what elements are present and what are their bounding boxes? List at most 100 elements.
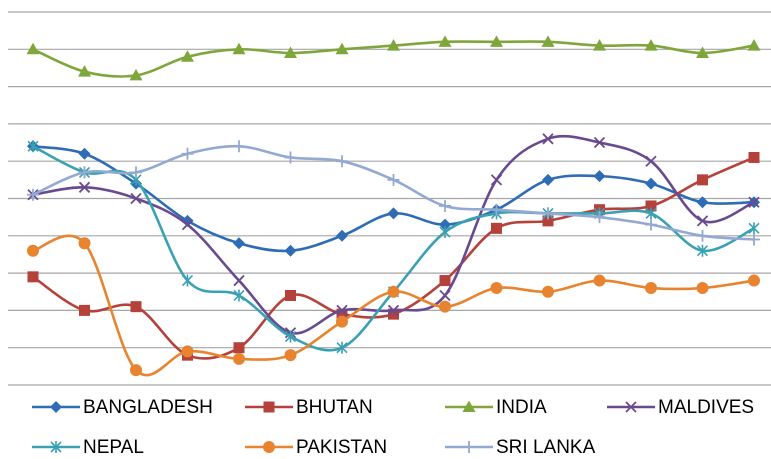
marker [593, 39, 606, 51]
marker [696, 244, 709, 257]
marker [233, 274, 245, 287]
legend-item: PAKISTAN [245, 437, 387, 458]
marker [233, 140, 245, 153]
marker [439, 275, 451, 287]
marker [336, 315, 348, 328]
marker [78, 237, 91, 250]
marker [284, 151, 297, 164]
marker [593, 211, 606, 224]
marker [645, 155, 657, 167]
marker [387, 173, 400, 186]
legend-marker [462, 400, 476, 412]
marker [336, 341, 348, 354]
marker [490, 174, 503, 186]
marker [439, 226, 451, 239]
marker [748, 233, 760, 246]
legend-marker [50, 441, 62, 453]
marker [336, 308, 348, 320]
marker [284, 349, 297, 362]
legend-item: NEPAL [32, 437, 144, 458]
legend-label: BANGLADESH [83, 397, 213, 418]
marker [490, 203, 503, 216]
marker [130, 364, 142, 377]
marker [284, 244, 297, 257]
marker [181, 218, 194, 231]
marker [697, 174, 708, 186]
legend-marker [263, 441, 275, 453]
marker [748, 274, 760, 287]
legend-marker [50, 401, 62, 413]
marker [747, 39, 761, 51]
legend-item: MALDIVES [607, 397, 754, 418]
marker [645, 282, 657, 295]
marker [79, 304, 90, 316]
marker [593, 170, 606, 183]
marker [387, 39, 400, 51]
marker [232, 42, 246, 55]
marker [387, 304, 400, 317]
marker [542, 285, 554, 298]
marker [542, 133, 554, 145]
marker [439, 218, 451, 231]
marker [542, 207, 554, 220]
marker [26, 42, 40, 55]
legend-marker [463, 441, 475, 453]
legend-label: NEPAL [83, 437, 144, 458]
marker [27, 188, 39, 201]
marker [490, 282, 503, 295]
marker [336, 304, 348, 317]
marker [696, 196, 709, 209]
legend-label: MALDIVES [658, 397, 754, 418]
marker [233, 237, 245, 250]
marker [181, 50, 194, 62]
marker [593, 274, 606, 287]
marker [387, 207, 400, 220]
marker [748, 196, 760, 208]
marker [542, 173, 554, 186]
marker [541, 35, 555, 47]
marker [644, 39, 658, 51]
series-line [32, 134, 755, 335]
marker [696, 215, 709, 227]
marker [696, 46, 709, 59]
marker [78, 166, 91, 179]
marker [130, 166, 142, 179]
marker [233, 289, 245, 302]
marker [696, 229, 709, 242]
marker [388, 308, 399, 320]
legend-item: SRI LANKA [445, 437, 596, 458]
marker [284, 46, 297, 59]
marker [438, 35, 452, 47]
marker [491, 222, 502, 234]
marker [645, 200, 657, 212]
legend-item: BANGLADESH [32, 397, 213, 418]
marker [284, 330, 297, 343]
series-line [32, 145, 755, 352]
legend-label: SRI LANKA [496, 437, 596, 458]
marker [336, 229, 348, 242]
legend-item: INDIA [445, 397, 547, 418]
marker [78, 65, 91, 77]
marker [130, 192, 142, 205]
marker [490, 35, 503, 47]
marker [27, 271, 39, 283]
legend-marker [625, 401, 637, 413]
marker [130, 301, 142, 313]
marker [439, 300, 451, 313]
marker [336, 155, 348, 168]
legend-item: BHUTAN [245, 397, 373, 418]
marker [129, 68, 143, 81]
marker [645, 218, 657, 231]
marker [387, 285, 400, 298]
marker [78, 181, 91, 193]
marker [335, 42, 349, 55]
marker [285, 289, 296, 301]
legend-label: BHUTAN [296, 397, 373, 418]
marker [542, 215, 554, 227]
marker [439, 289, 451, 302]
marker [27, 244, 39, 257]
marker [27, 140, 39, 153]
marker [439, 199, 451, 212]
marker [645, 177, 657, 190]
